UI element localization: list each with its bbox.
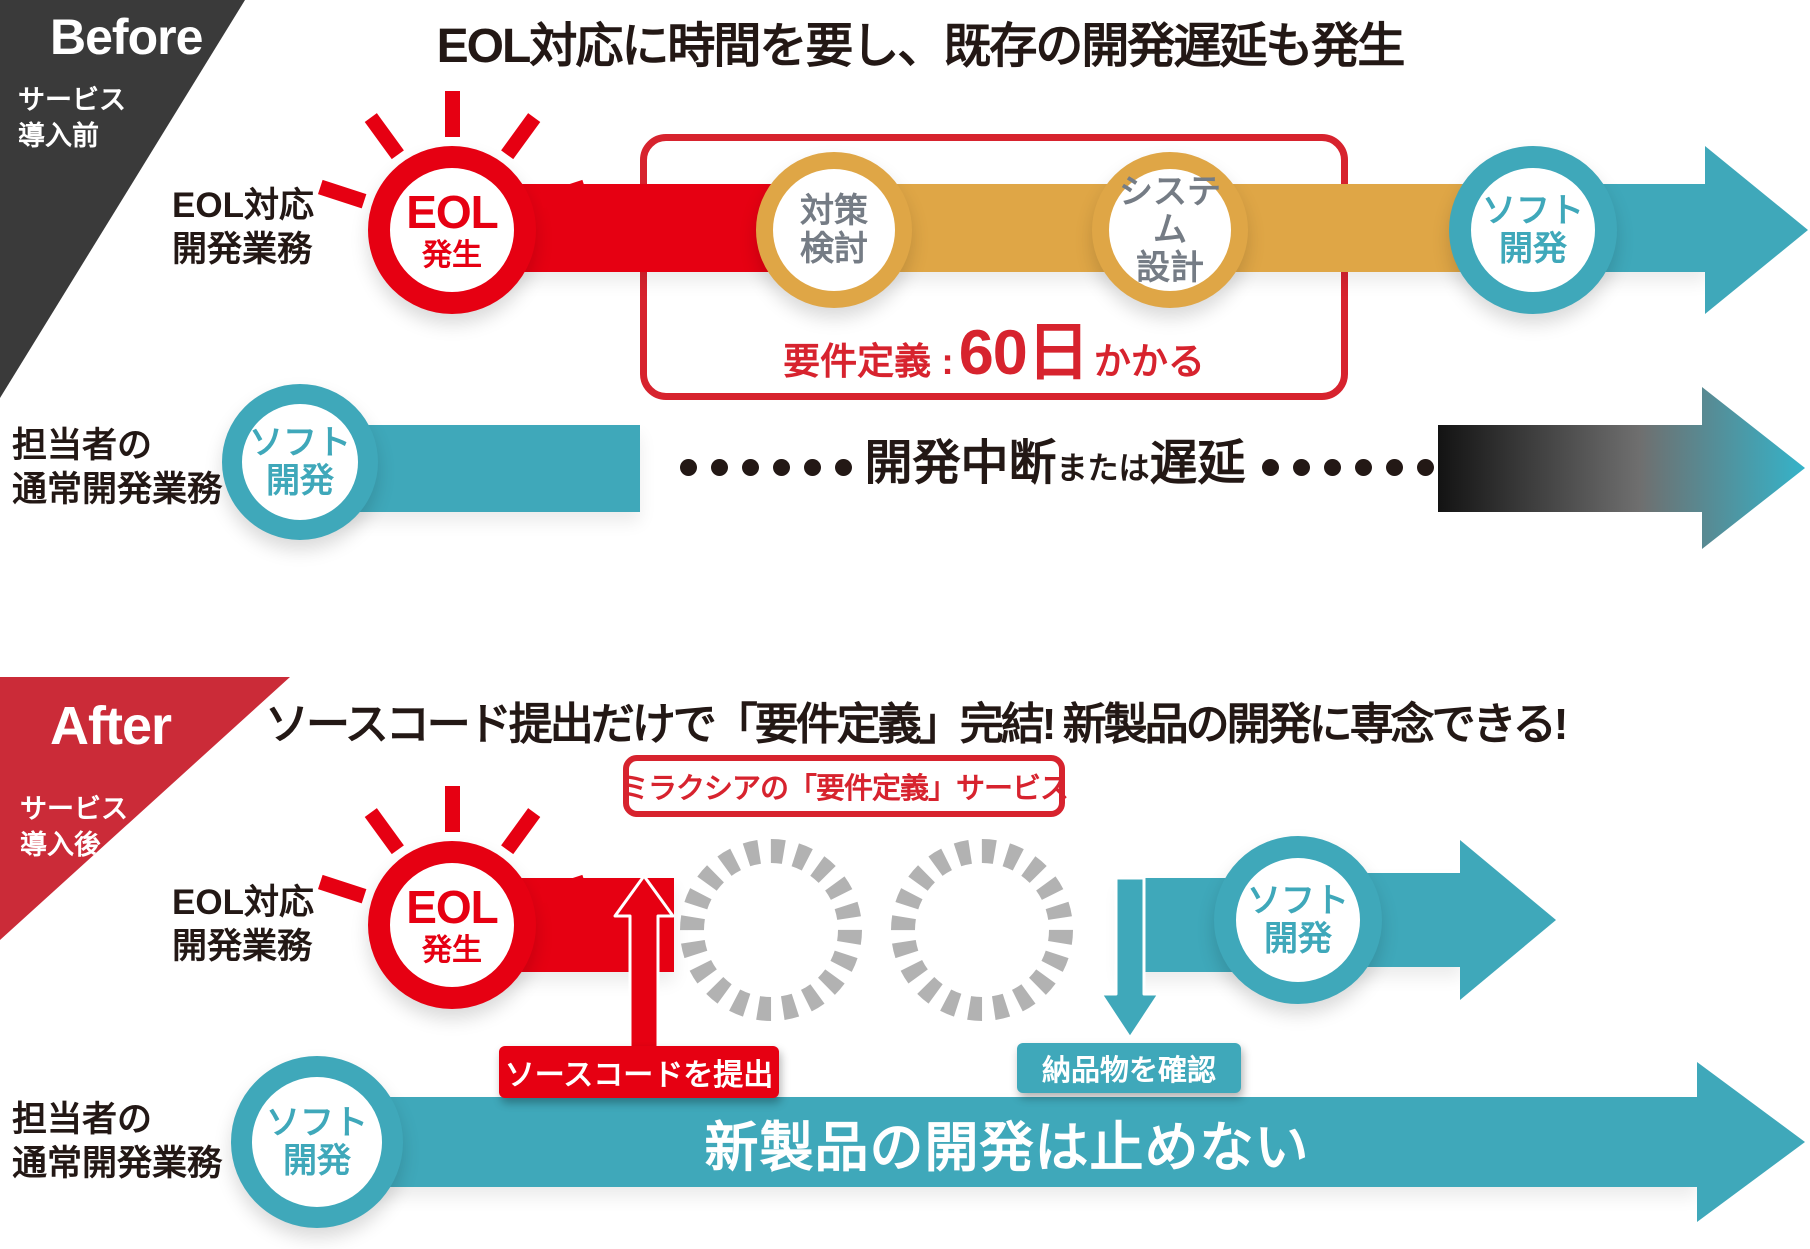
requirement-caption: 要件定義 : 60日 かかる (647, 322, 1341, 385)
delayed-gradient-arrow-icon (1438, 387, 1805, 549)
before-design-node-line1: システム (1119, 172, 1221, 249)
before-eol-node-line2: 発生 (422, 238, 482, 272)
after-normal-bar-teal (317, 1097, 1697, 1187)
after-softdev-node-line2: 開発 (1264, 920, 1332, 958)
before-design-node-line2: 設計 (1136, 249, 1204, 288)
after-normal-row-label: 担当者の 通常開発業務 (12, 1098, 222, 1186)
requirement-caption-days: 60日 (958, 318, 1090, 388)
submit-source-label: ソースコードを提出 (499, 1046, 779, 1098)
ray-icon (500, 113, 540, 160)
after-normal-arrowhead-icon (1697, 1062, 1805, 1222)
check-deliverables-label: 納品物を確認 (1017, 1043, 1241, 1093)
before-eol-node: EOL 発生 (317, 91, 587, 314)
ray-icon (444, 786, 460, 832)
ray-icon (364, 808, 404, 855)
before-softdev-node-line1: ソフト (1482, 191, 1584, 230)
before-plan-node-line2: 検討 (800, 230, 868, 268)
interrupt-text-part3: 遅延 (1149, 437, 1246, 490)
ray-icon (500, 808, 540, 855)
after-softdev-node-line1: ソフト (1247, 881, 1349, 920)
before-plan-node-line1: 対策 (800, 191, 868, 230)
interrupt-text-part2: または (1056, 451, 1150, 486)
before-softdev-node-line2: 開発 (1499, 230, 1567, 268)
before-eol-row-label-line1: EOL対応 (172, 186, 314, 225)
submit-up-arrow-icon (613, 874, 675, 1052)
before-normal-row-label-line1: 担当者の (12, 426, 153, 465)
before-normal-softdev-node-line1: ソフト (249, 423, 351, 462)
after-eol-node-line2: 発生 (422, 933, 482, 967)
before-design-node: システム 設計 (1092, 152, 1248, 308)
after-eol-row-label-line1: EOL対応 (172, 883, 314, 922)
requirement-caption-prefix: 要件定義 : (783, 341, 954, 382)
after-normal-row-label-line1: 担当者の (12, 1100, 153, 1139)
after-softdev-node: ソフト 開発 (1214, 836, 1382, 1004)
after-normal-softdev-node: ソフト 開発 (231, 1056, 403, 1228)
ray-icon (317, 179, 366, 209)
after-eol-row-label-line2: 開発業務 (172, 927, 313, 966)
interrupt-dots-right-icon (1262, 459, 1434, 476)
after-eol-arrowhead-icon (1460, 840, 1556, 1000)
before-normal-softdev-node: ソフト 開発 (222, 384, 378, 540)
before-normal-row-label: 担当者の 通常開発業務 (12, 424, 222, 512)
before-badge-title: Before (50, 9, 203, 65)
before-normal-softdev-node-line2: 開発 (266, 462, 334, 500)
ray-icon (444, 91, 460, 137)
service-step-dashed-circle-icon (891, 839, 1073, 1021)
before-plan-node: 対策 検討 (756, 152, 912, 308)
interrupt-text-part1: 開発中断 (864, 437, 1057, 490)
interrupt-dots-left-icon (680, 459, 852, 476)
before-timeline-arrowhead-icon (1705, 146, 1808, 314)
before-normal-row-label-line2: 通常開発業務 (12, 470, 223, 509)
service-name-label: ミラクシアの「要件定義」サービス (620, 755, 1069, 817)
after-eol-node-line1: EOL (406, 881, 499, 934)
before-softdev-node: ソフト 開発 (1449, 146, 1617, 314)
after-normal-row-label-line2: 通常開発業務 (12, 1144, 223, 1183)
interrupt-text: 開発中断 または 遅延 (852, 430, 1258, 497)
before-eol-row-label: EOL対応 開発業務 (172, 184, 314, 272)
after-eol-row-label: EOL対応 開発業務 (172, 881, 314, 969)
after-normal-softdev-node-line2: 開発 (283, 1142, 351, 1180)
service-step-dashed-circle-icon (680, 839, 862, 1021)
after-eol-node: EOL 発生 (317, 786, 587, 1009)
before-eol-row-label-line2: 開発業務 (172, 230, 313, 269)
after-section-title: ソースコード提出だけで「要件定義」完結! 新製品の開発に専念できる! (265, 700, 1568, 749)
no-stop-text: 新製品の開発は止めない (704, 1117, 1310, 1178)
before-badge-subtitle-line1: サービス (18, 85, 126, 115)
requirement-caption-suffix: かかる (1093, 341, 1205, 382)
before-section-title: EOL対応に時間を要し、既存の開発遅延も発生 (436, 20, 1406, 73)
deliverable-down-arrow-icon (1099, 876, 1161, 1040)
ray-icon (317, 874, 366, 904)
after-badge-subtitle-line2: 導入後 (20, 830, 101, 860)
after-badge-title: After (50, 696, 172, 756)
before-badge-subtitle-line2: 導入前 (18, 121, 99, 151)
ray-icon (364, 113, 404, 160)
after-normal-softdev-node-line1: ソフト (266, 1103, 368, 1142)
after-badge-subtitle-line1: サービス (20, 794, 128, 824)
before-eol-node-line1: EOL (406, 186, 499, 239)
